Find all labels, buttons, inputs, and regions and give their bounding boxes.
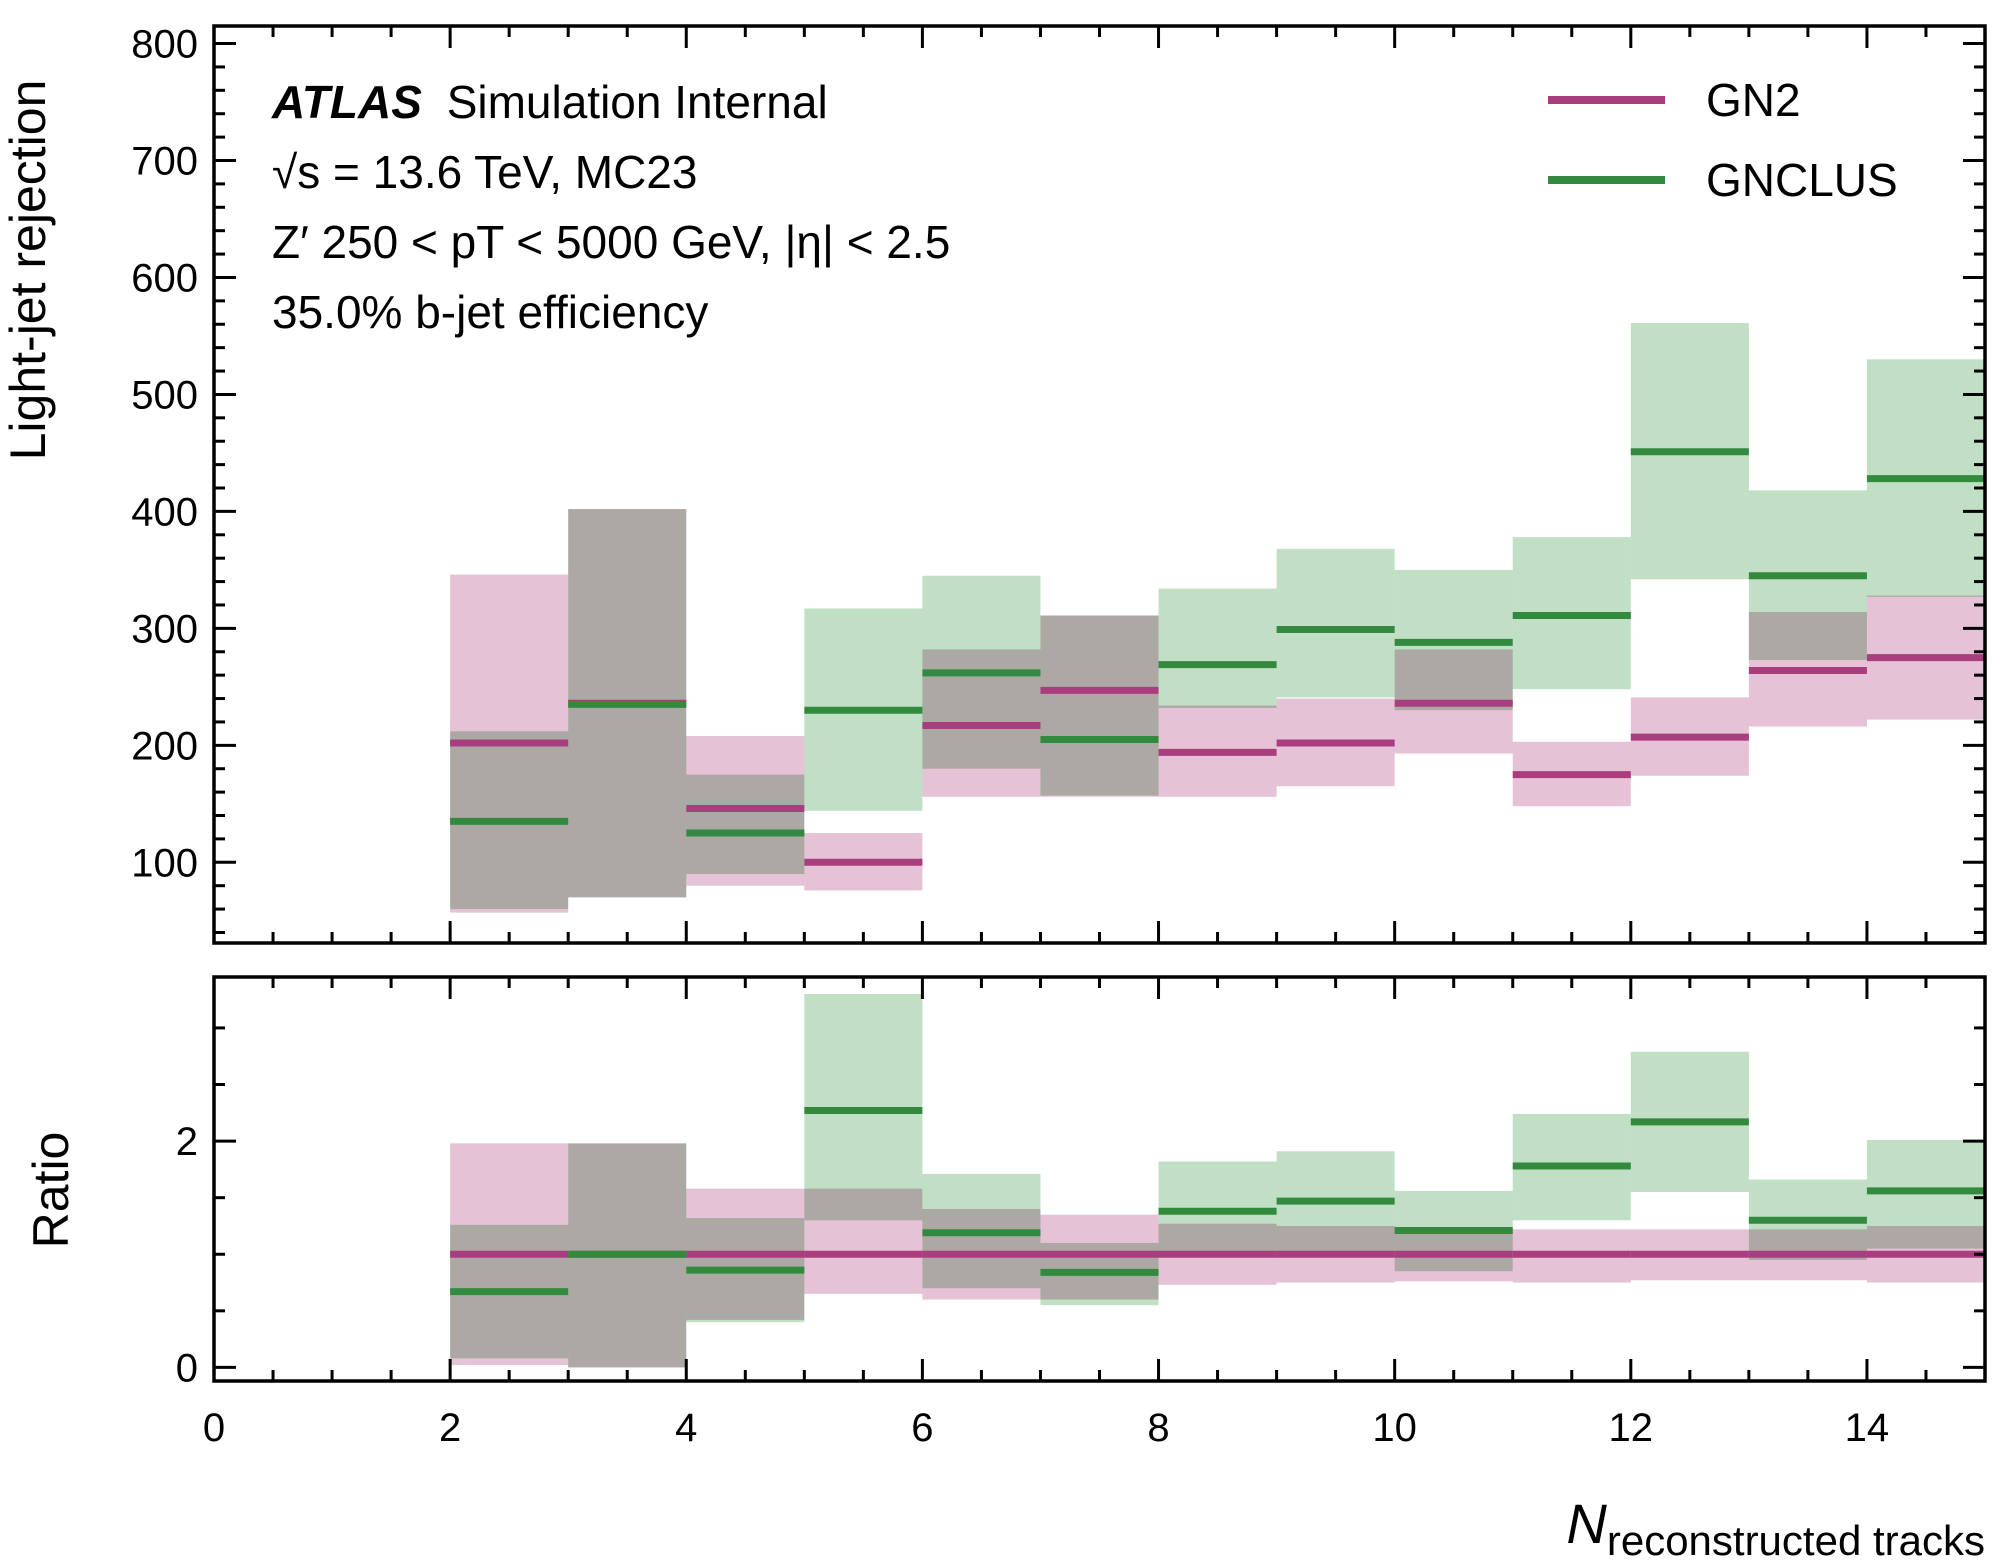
ratio-bands bbox=[450, 993, 1985, 1368]
ratio-y-tick-labels: 02 bbox=[176, 1120, 198, 1390]
x-tick-label: 6 bbox=[911, 1406, 933, 1450]
y-tick-label: 0 bbox=[176, 1346, 198, 1390]
legend: GN2 GNCLUS bbox=[1548, 74, 1898, 206]
ratio-lines bbox=[450, 1107, 1985, 1296]
x-tick-label: 10 bbox=[1372, 1406, 1417, 1450]
y-tick-label: 300 bbox=[131, 607, 198, 651]
main-y-axis-title: Light-jet rejection bbox=[0, 80, 56, 461]
ratio-y-axis-title: Ratio bbox=[23, 1132, 79, 1249]
svg-text:ATLAS Simulation Inter: ATLAS Simulation Internal bbox=[271, 76, 828, 128]
atlas-label: ATLAS Simulation Internal √s = 13.6 TeV,… bbox=[271, 76, 950, 338]
main-gnclus-band bbox=[1040, 615, 1159, 796]
selection-annotation: Z′ 250 < pT < 5000 GeV, |η| < 2.5 bbox=[272, 216, 950, 268]
main-bands bbox=[450, 323, 1985, 913]
y-tick-label: 800 bbox=[131, 23, 198, 67]
atlas-experiment-label: ATLAS bbox=[271, 76, 422, 128]
main-gnclus-band bbox=[1276, 548, 1395, 698]
x-tick-label: 2 bbox=[439, 1406, 461, 1450]
y-tick-label: 100 bbox=[131, 841, 198, 885]
energy-annotation: √s = 13.6 TeV, MC23 bbox=[272, 146, 697, 198]
x-tick-label: 14 bbox=[1845, 1406, 1890, 1450]
atlas-status-label: Simulation Internal bbox=[447, 76, 828, 128]
x-tick-labels: 0 2 4 6 8 10 12 14 bbox=[203, 1406, 1889, 1450]
legend-gnclus-label: GNCLUS bbox=[1706, 154, 1898, 206]
x-axis-title: Nreconstructed tracks bbox=[1566, 1492, 1985, 1560]
main-ticks bbox=[212, 26, 1987, 943]
efficiency-annotation: 35.0% b-jet efficiency bbox=[272, 286, 708, 338]
ratio-ticks bbox=[212, 977, 1987, 1381]
y-tick-label: 2 bbox=[176, 1120, 198, 1164]
main-lines bbox=[450, 448, 1985, 866]
y-tick-label: 400 bbox=[131, 490, 198, 534]
x-tick-label: 4 bbox=[675, 1406, 697, 1450]
y-tick-label: 500 bbox=[131, 373, 198, 417]
y-tick-label: 200 bbox=[131, 724, 198, 768]
x-tick-label: 12 bbox=[1609, 1406, 1654, 1450]
legend-gn2-label: GN2 bbox=[1706, 74, 1801, 126]
main-panel: 100 200 300 400 500 600 700 800 Light-jet rejec… bbox=[0, 23, 1987, 945]
main-y-tick-labels: 100 200 300 400 500 600 700 800 bbox=[131, 23, 198, 886]
main-gnclus-band bbox=[686, 774, 805, 874]
ratio-panel: 02 0 2 4 6 8 10 12 14 Ratio Nreconstructed trac… bbox=[23, 975, 1987, 1560]
y-tick-label: 600 bbox=[131, 256, 198, 300]
x-tick-label: 0 bbox=[203, 1406, 225, 1450]
y-tick-label: 700 bbox=[131, 140, 198, 184]
main-gnclus-band bbox=[1158, 588, 1277, 708]
x-tick-label: 8 bbox=[1147, 1406, 1169, 1450]
